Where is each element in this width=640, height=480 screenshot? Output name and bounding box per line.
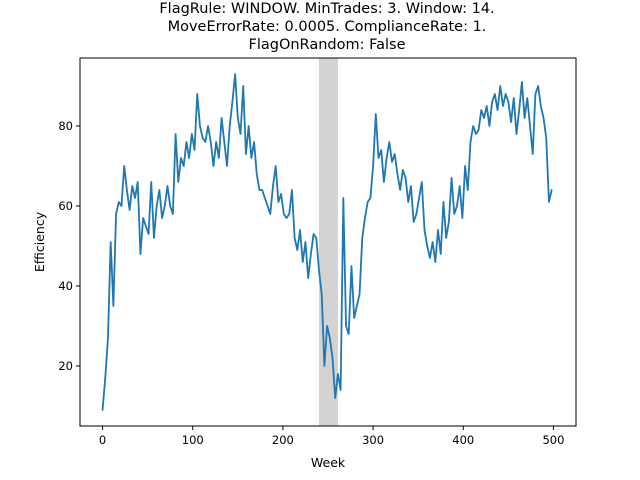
series-line-0 — [101, 73, 553, 411]
x-axis-label: Week — [311, 455, 346, 470]
x-tick-label: 300 — [362, 433, 384, 447]
y-tick-label: 20 — [58, 359, 73, 373]
y-tick-label: 80 — [58, 119, 73, 133]
y-tick-label: 40 — [58, 279, 73, 293]
y-axis: 20 40 60 80 — [58, 119, 80, 373]
x-tick-label: 400 — [452, 433, 474, 447]
x-tick-label: 0 — [99, 433, 106, 447]
x-tick-label: 500 — [542, 433, 564, 447]
chart-title: FlagRule: WINDOW. MinTrades: 3. Window: … — [159, 1, 494, 53]
chart-title-line-1: FlagRule: WINDOW. MinTrades: 3. Window: … — [159, 1, 494, 17]
plot-frame — [79, 57, 577, 427]
chart-title-line-3: FlagOnRandom: False — [249, 37, 406, 53]
shaded-region — [318, 58, 338, 426]
x-axis: 0 100 200 300 400 500 — [99, 426, 564, 447]
plot-area — [101, 58, 553, 426]
chart-title-line-2: MoveErrorRate: 0.0005. ComplianceRate: 1… — [168, 19, 487, 35]
x-tick-label: 200 — [272, 433, 294, 447]
y-axis-label: Efficiency — [32, 211, 47, 272]
x-tick-label: 100 — [182, 433, 204, 447]
y-tick-label: 60 — [58, 199, 73, 213]
